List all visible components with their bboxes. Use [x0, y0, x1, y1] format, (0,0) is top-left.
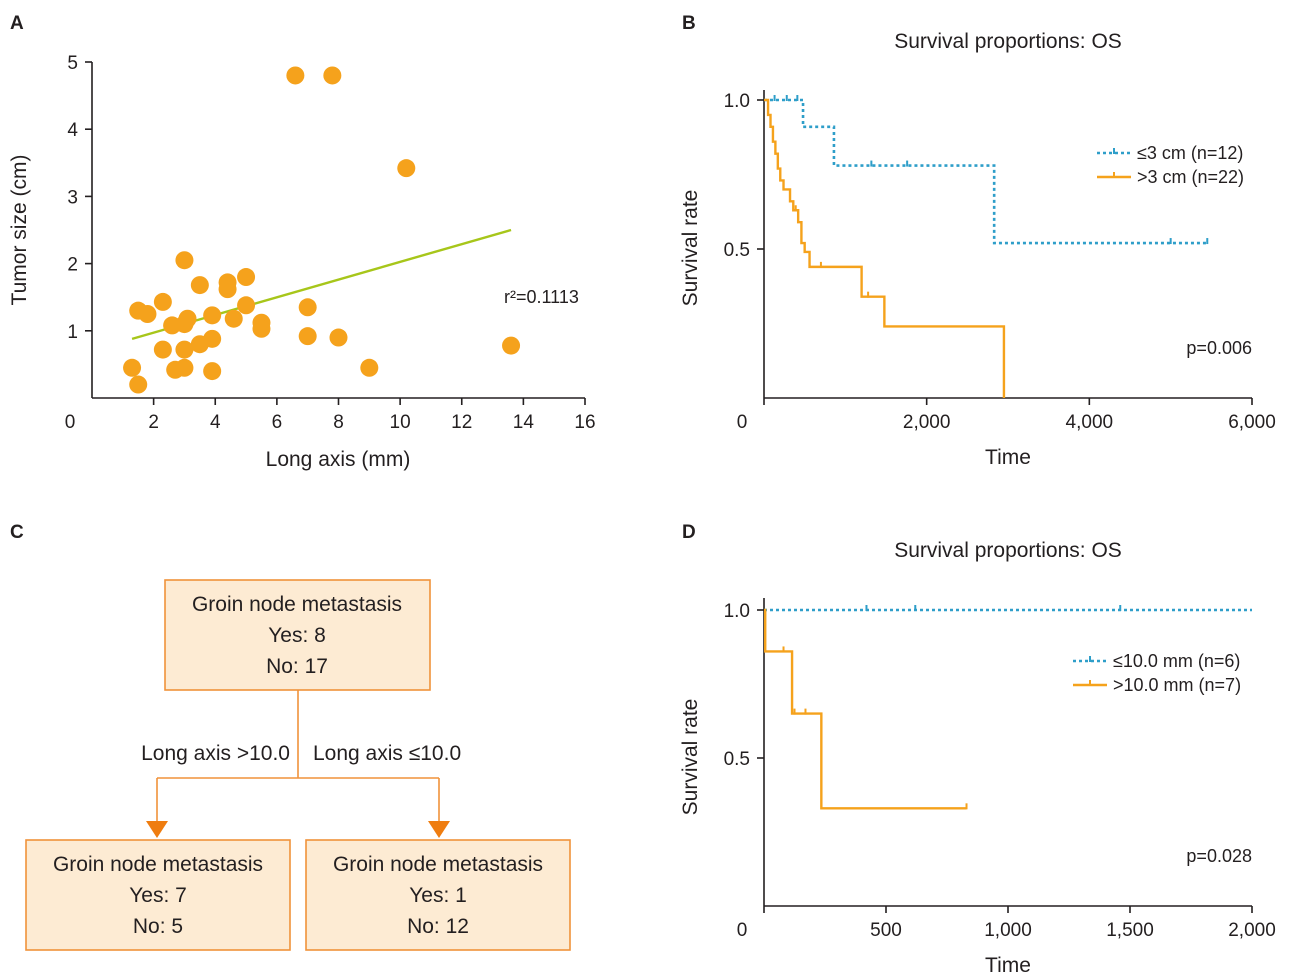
left-node-box — [25, 839, 291, 951]
panel-label-c: C — [10, 522, 24, 543]
root-node-no: No: 17 — [266, 655, 328, 678]
left-node-no: No: 5 — [133, 915, 183, 938]
x-tick-label: 10 — [390, 412, 411, 433]
right-branch-label: Long axis ≤10.0 — [313, 742, 461, 765]
left-node-title: Groin node metastasis — [53, 853, 263, 876]
x-tick-label: 6,000 — [1228, 412, 1276, 433]
x-tick-label: 500 — [870, 920, 902, 941]
y-tick-label: 0.5 — [724, 749, 750, 770]
scatter-point — [224, 309, 243, 328]
right-node-yes: Yes: 1 — [409, 884, 467, 907]
scatter-point — [323, 66, 342, 85]
scatter-point — [502, 336, 521, 355]
x-axis-title-b: Time — [985, 446, 1031, 469]
y-tick-label: 2 — [67, 255, 78, 276]
x-tick-label: 4,000 — [1066, 412, 1114, 433]
survival-line-dotted — [764, 98, 1208, 245]
legend-label: ≤10.0 mm (n=6) — [1113, 651, 1240, 671]
scatter-point — [153, 340, 172, 359]
r-squared-annotation: r²=0.1113 — [504, 287, 579, 307]
scatter-point — [237, 296, 256, 315]
y-tick-label: 3 — [67, 187, 78, 208]
y-tick-label: 5 — [67, 53, 78, 74]
x-tick-label: 2,000 — [903, 412, 951, 433]
y-tick-label: 0.5 — [724, 240, 750, 261]
scatter-point — [203, 362, 222, 381]
survival-chart-panel-d: Survival proportions: OS 0 500 1,000 1,500 2… — [679, 539, 1276, 977]
y-tick-label: 1.0 — [724, 601, 750, 622]
right-node-box — [305, 839, 571, 951]
x-tick-label: 6 — [272, 412, 283, 433]
scatter-point — [175, 340, 194, 359]
scatter-point — [203, 329, 222, 348]
legend-label: ≤3 cm (n=12) — [1137, 143, 1243, 163]
arrow-down-icon — [428, 821, 450, 838]
root-node-box — [164, 579, 431, 691]
scatter-point — [252, 319, 271, 338]
y-axis-title-a: Tumor size (cm) — [8, 155, 31, 306]
x-axis-title-a: Long axis (mm) — [266, 448, 411, 471]
p-value-annotation-d: p=0.028 — [1186, 846, 1252, 866]
arrow-down-icon — [146, 821, 168, 838]
survival-line-solid — [764, 608, 967, 810]
x-axis-title-d: Time — [985, 954, 1031, 977]
scatter-point — [203, 306, 222, 325]
x-tick-label: 0 — [737, 412, 748, 433]
survival-line-solid — [764, 98, 1006, 398]
right-node-title: Groin node metastasis — [333, 853, 543, 876]
chart-title-b: Survival proportions: OS — [894, 30, 1122, 53]
scatter-point — [138, 305, 157, 323]
scatter-point — [129, 375, 148, 394]
x-tick-label: 2 — [148, 412, 159, 433]
scatter-point — [298, 298, 317, 317]
left-branch-label: Long axis >10.0 — [141, 742, 290, 765]
root-node-title: Groin node metastasis — [192, 593, 402, 616]
panel-label-d: D — [682, 522, 696, 543]
p-value-annotation-b: p=0.006 — [1186, 338, 1252, 358]
right-node-no: No: 12 — [407, 915, 469, 938]
y-axis-title-d: Survival rate — [679, 699, 702, 816]
x-tick-label: 1,500 — [1106, 920, 1154, 941]
x-tick-label: 0 — [737, 920, 748, 941]
x-tick-label: 0 — [65, 412, 76, 433]
scatter-point — [397, 159, 416, 178]
scatter-point — [237, 268, 256, 287]
chart-title-d: Survival proportions: OS — [894, 539, 1122, 562]
survival-chart-panel-b: Survival proportions: OS 0 2,000 4,000 6,00… — [679, 30, 1276, 469]
panel-label-b: B — [682, 13, 696, 34]
y-tick-label: 1 — [67, 322, 78, 343]
legend-label: >10.0 mm (n=7) — [1113, 675, 1241, 695]
scatter-point — [123, 358, 142, 377]
legend-label: >3 cm (n=22) — [1137, 167, 1244, 187]
x-tick-label: 8 — [333, 412, 344, 433]
x-tick-label: 1,000 — [984, 920, 1032, 941]
x-tick-label: 16 — [574, 412, 595, 433]
panel-label-a: A — [10, 13, 24, 34]
scatter-point — [190, 276, 209, 295]
scatter-point — [175, 358, 194, 377]
x-tick-label: 4 — [210, 412, 221, 433]
root-node-yes: Yes: 8 — [268, 624, 326, 647]
scatter-point — [298, 327, 317, 346]
x-tick-label: 12 — [451, 412, 472, 433]
x-tick-label: 2,000 — [1228, 920, 1276, 941]
left-node-yes: Yes: 7 — [129, 884, 187, 907]
decision-tree-panel-c: Groin node metastasis Yes: 8 No: 17 Long… — [25, 579, 571, 951]
scatter-point — [153, 292, 172, 311]
scatter-point — [286, 66, 305, 85]
scatter-point — [218, 280, 237, 299]
scatter-point — [178, 309, 197, 328]
scatter-point — [329, 328, 348, 347]
y-axis-title-b: Survival rate — [679, 190, 702, 307]
scatter-point — [360, 358, 379, 377]
y-tick-label: 4 — [67, 120, 78, 141]
scatter-point — [175, 251, 194, 270]
y-tick-label: 1.0 — [724, 91, 750, 112]
x-tick-label: 14 — [513, 412, 535, 433]
